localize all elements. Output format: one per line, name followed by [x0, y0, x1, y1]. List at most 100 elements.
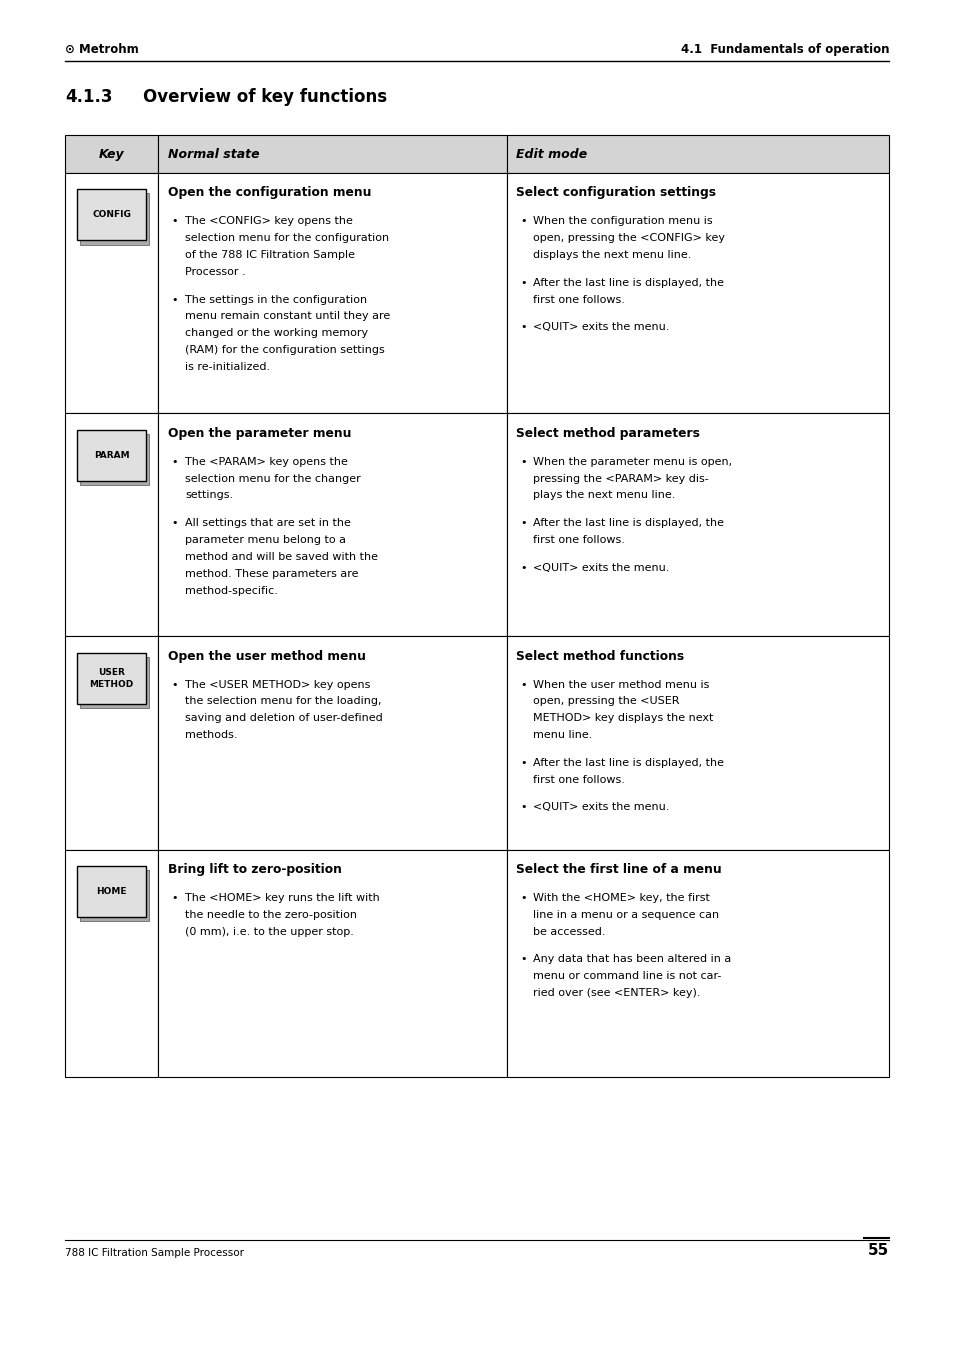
Text: The <USER METHOD> key opens: The <USER METHOD> key opens — [185, 680, 370, 689]
Text: Select method parameters: Select method parameters — [516, 427, 700, 440]
Text: 4.1  Fundamentals of operation: 4.1 Fundamentals of operation — [679, 43, 888, 57]
Text: 788 IC Filtration Sample Processor: 788 IC Filtration Sample Processor — [65, 1248, 244, 1258]
Text: HOME: HOME — [96, 888, 127, 896]
Text: •: • — [172, 295, 178, 304]
Text: selection menu for the changer: selection menu for the changer — [185, 474, 360, 484]
Text: •: • — [172, 519, 178, 528]
Text: The <HOME> key runs the lift with: The <HOME> key runs the lift with — [185, 893, 379, 902]
Bar — [506, 173, 888, 413]
Text: The settings in the configuration: The settings in the configuration — [185, 295, 367, 304]
Text: saving and deletion of user-defined: saving and deletion of user-defined — [185, 713, 382, 723]
Bar — [158, 850, 506, 1077]
Text: •: • — [172, 893, 178, 902]
Text: All settings that are set in the: All settings that are set in the — [185, 519, 351, 528]
Bar — [65, 636, 158, 850]
Bar — [77, 189, 146, 240]
Text: (0 mm), i.e. to the upper stop.: (0 mm), i.e. to the upper stop. — [185, 927, 354, 936]
Text: 4.1.3: 4.1.3 — [65, 88, 112, 105]
Bar — [65, 850, 158, 1077]
Text: open, pressing the <CONFIG> key: open, pressing the <CONFIG> key — [533, 232, 724, 243]
Text: •: • — [519, 216, 526, 226]
Bar — [158, 173, 506, 413]
Text: •: • — [519, 758, 526, 767]
Text: ried over (see <ENTER> key).: ried over (see <ENTER> key). — [533, 989, 700, 998]
Text: parameter menu belong to a: parameter menu belong to a — [185, 535, 346, 544]
Text: menu line.: menu line. — [533, 731, 592, 740]
Text: of the 788 IC Filtration Sample: of the 788 IC Filtration Sample — [185, 250, 355, 259]
Bar — [506, 636, 888, 850]
Text: first one follows.: first one follows. — [533, 775, 624, 785]
Text: menu remain constant until they are: menu remain constant until they are — [185, 312, 390, 322]
Bar — [158, 636, 506, 850]
Text: METHOD> key displays the next: METHOD> key displays the next — [533, 713, 713, 723]
Bar — [65, 173, 158, 413]
Bar — [158, 135, 506, 173]
Text: <QUIT> exits the menu.: <QUIT> exits the menu. — [533, 802, 669, 812]
Text: methods.: methods. — [185, 731, 237, 740]
Text: Overview of key functions: Overview of key functions — [143, 88, 387, 105]
Text: The <CONFIG> key opens the: The <CONFIG> key opens the — [185, 216, 353, 226]
Text: •: • — [519, 563, 526, 573]
Text: USER
METHOD: USER METHOD — [90, 667, 133, 689]
Text: displays the next menu line.: displays the next menu line. — [533, 250, 691, 259]
Text: •: • — [519, 519, 526, 528]
Text: Open the user method menu: Open the user method menu — [168, 650, 365, 663]
Text: method. These parameters are: method. These parameters are — [185, 569, 358, 578]
Text: first one follows.: first one follows. — [533, 295, 624, 304]
Bar — [65, 135, 158, 173]
Text: •: • — [519, 278, 526, 288]
Text: Edit mode: Edit mode — [516, 147, 587, 161]
Text: open, pressing the <USER: open, pressing the <USER — [533, 697, 679, 707]
Text: <QUIT> exits the menu.: <QUIT> exits the menu. — [533, 563, 669, 573]
Text: After the last line is displayed, the: After the last line is displayed, the — [533, 278, 723, 288]
Text: (RAM) for the configuration settings: (RAM) for the configuration settings — [185, 346, 384, 355]
Text: line in a menu or a sequence can: line in a menu or a sequence can — [533, 911, 719, 920]
Bar — [77, 653, 146, 704]
Text: CONFIG: CONFIG — [92, 211, 131, 219]
Text: Open the configuration menu: Open the configuration menu — [168, 186, 371, 200]
Text: •: • — [519, 323, 526, 332]
Text: Select the first line of a menu: Select the first line of a menu — [516, 863, 721, 877]
Text: <QUIT> exits the menu.: <QUIT> exits the menu. — [533, 323, 669, 332]
Text: Bring lift to zero-position: Bring lift to zero-position — [168, 863, 341, 877]
Text: When the configuration menu is: When the configuration menu is — [533, 216, 712, 226]
Bar — [80, 193, 149, 245]
Bar — [80, 870, 149, 921]
Bar — [506, 850, 888, 1077]
Text: selection menu for the configuration: selection menu for the configuration — [185, 232, 389, 243]
Text: After the last line is displayed, the: After the last line is displayed, the — [533, 758, 723, 767]
Text: Open the parameter menu: Open the parameter menu — [168, 427, 351, 440]
Text: method and will be saved with the: method and will be saved with the — [185, 553, 377, 562]
Text: When the user method menu is: When the user method menu is — [533, 680, 709, 689]
Text: With the <HOME> key, the first: With the <HOME> key, the first — [533, 893, 709, 902]
Text: •: • — [519, 893, 526, 902]
Text: When the parameter menu is open,: When the parameter menu is open, — [533, 457, 732, 466]
Text: •: • — [172, 680, 178, 689]
Text: 55: 55 — [867, 1243, 888, 1258]
Text: Normal state: Normal state — [168, 147, 259, 161]
Text: first one follows.: first one follows. — [533, 535, 624, 544]
Text: Key: Key — [99, 147, 124, 161]
Text: •: • — [172, 216, 178, 226]
Text: the needle to the zero-position: the needle to the zero-position — [185, 911, 356, 920]
Text: •: • — [519, 802, 526, 812]
Text: •: • — [519, 457, 526, 466]
Bar — [506, 413, 888, 636]
Text: changed or the working memory: changed or the working memory — [185, 328, 368, 338]
Text: menu or command line is not car-: menu or command line is not car- — [533, 971, 720, 981]
Bar — [80, 434, 149, 485]
Text: Processor .: Processor . — [185, 267, 246, 277]
Text: Select configuration settings: Select configuration settings — [516, 186, 716, 200]
Text: the selection menu for the loading,: the selection menu for the loading, — [185, 697, 381, 707]
Text: Any data that has been altered in a: Any data that has been altered in a — [533, 955, 731, 965]
Text: PARAM: PARAM — [93, 451, 130, 459]
Text: •: • — [519, 955, 526, 965]
Bar — [80, 657, 149, 708]
Text: pressing the <PARAM> key dis-: pressing the <PARAM> key dis- — [533, 474, 708, 484]
Bar — [158, 413, 506, 636]
Text: settings.: settings. — [185, 490, 233, 500]
Bar — [77, 866, 146, 917]
Text: After the last line is displayed, the: After the last line is displayed, the — [533, 519, 723, 528]
Bar — [506, 135, 888, 173]
Text: •: • — [519, 680, 526, 689]
